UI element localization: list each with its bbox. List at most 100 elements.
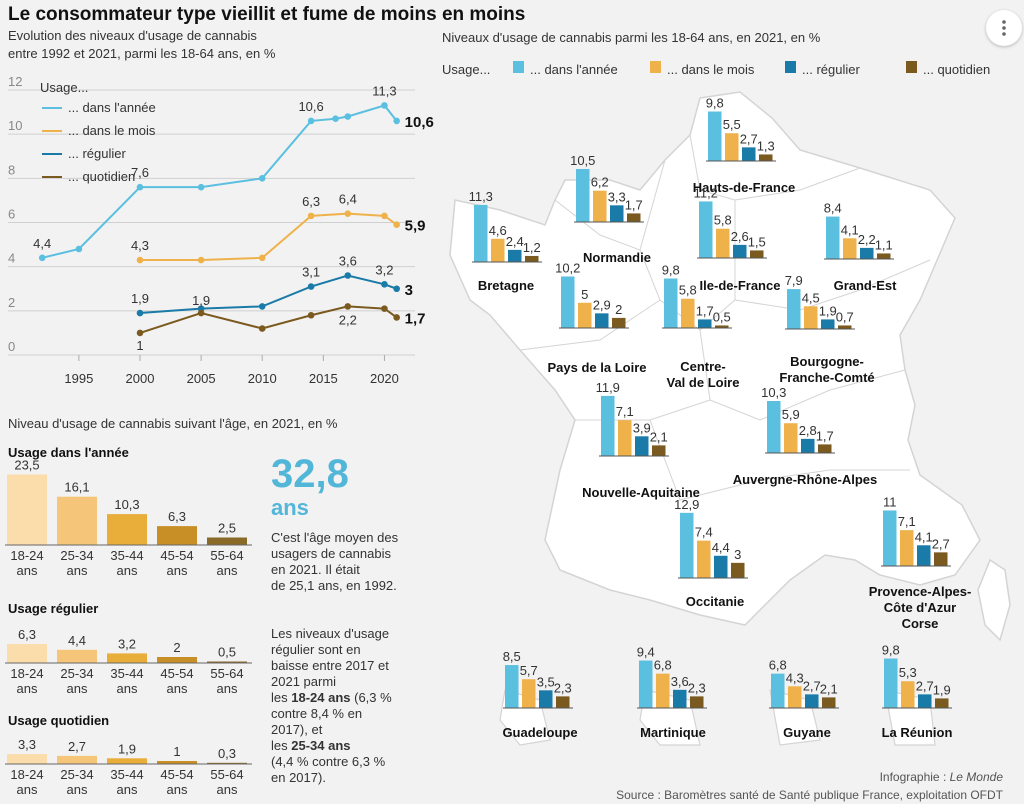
category-label: 35-44 <box>110 767 143 782</box>
bar-value-label: 2,1 <box>650 429 668 444</box>
bar-value-label: 1,7 <box>625 197 643 212</box>
category-label: 25-34 <box>60 666 93 681</box>
category-label: ans <box>67 563 88 578</box>
bar <box>934 552 948 566</box>
bar-value-label: 8,5 <box>503 649 521 664</box>
region-name: Martinique <box>640 725 706 740</box>
category-label: 35-44 <box>110 548 143 563</box>
trend-text: en 2017). <box>271 770 326 785</box>
bar-value-label: 6,8 <box>654 658 672 673</box>
region-bars: 11,3 4,62,41,2 Bretagne <box>469 189 542 293</box>
bar <box>843 238 857 259</box>
category-label: 55-64 <box>210 548 243 563</box>
trend-text-span: (4,4 % contre 6,3 % <box>271 754 386 769</box>
bar <box>917 545 931 566</box>
bar <box>157 761 197 764</box>
bar-value-label: 3,6 <box>671 674 689 689</box>
bar <box>822 697 836 708</box>
data-label: 10,6 <box>298 99 323 114</box>
bar-value-label: 3,3 <box>18 737 36 752</box>
bar <box>699 201 713 258</box>
data-point <box>381 212 388 220</box>
region-name: Ile-de-France <box>700 278 781 293</box>
trend-text-span: (6,3 % <box>351 690 393 705</box>
trend-text: les 25-34 ans <box>271 738 351 753</box>
region-bars: 11,2 5,82,61,5 Ile-de-France <box>694 185 781 293</box>
bar <box>690 696 704 708</box>
trend-text-span: les <box>271 738 291 753</box>
more-options-button[interactable] <box>986 10 1022 46</box>
map-title: Niveaux d'usage de cannabis parmi les 18… <box>442 30 821 45</box>
bar-value-label: 16,1 <box>64 480 89 495</box>
data-point <box>393 285 400 293</box>
x-tick-label: 2010 <box>248 371 277 386</box>
legend-label: ... dans le mois <box>68 123 156 138</box>
region-bars: 7,9 4,51,90,7 Bourgogne-Franche-Comté <box>779 273 874 385</box>
bar-value-label: 23,5 <box>14 458 39 473</box>
page-title: Le consommateur type vieillit et fume de… <box>8 4 525 25</box>
data-point <box>258 325 266 332</box>
corsica-map <box>977 558 1011 642</box>
bar-value-label: 5,8 <box>679 283 697 298</box>
trend-text: 2017), et <box>271 722 323 737</box>
category-label: 45-54 <box>160 666 193 681</box>
bar <box>595 313 609 328</box>
bar-value-label: 7,9 <box>785 273 803 288</box>
region-bars: 8,4 4,12,21,1 Grand-Est <box>824 201 897 293</box>
bar <box>491 238 505 262</box>
region-name: Bretagne <box>478 278 534 293</box>
bar <box>742 147 756 161</box>
region-bars: 11,9 7,13,92,1 Nouvelle-Aquitaine <box>582 380 700 500</box>
data-point <box>344 113 352 120</box>
bar-value-label: 2,3 <box>554 680 572 695</box>
bar <box>771 673 785 708</box>
region-border <box>734 259 931 311</box>
category-label: 35-44 <box>110 666 143 681</box>
bar-value-label: 6,8 <box>769 658 787 673</box>
bar <box>556 696 570 708</box>
bar-value-label: 4,4 <box>68 633 86 648</box>
end-value-label: 1,7 <box>405 310 426 327</box>
legend-swatch <box>650 61 661 73</box>
bar <box>681 298 695 328</box>
map-legend-label: ... dans l'année <box>530 62 618 77</box>
bar <box>818 444 832 453</box>
trend-text-span: les <box>271 690 291 705</box>
bar-value-label: 4,6 <box>489 223 507 238</box>
category-label: ans <box>217 782 238 797</box>
region-bars: 8,55,73,52,3 Guadeloupe <box>502 649 577 740</box>
bar-value-label: 9,8 <box>882 643 900 658</box>
bar <box>759 154 773 161</box>
data-point <box>136 183 144 191</box>
bar <box>207 762 247 764</box>
data-point <box>258 303 266 310</box>
data-label: 6,3 <box>302 194 320 209</box>
trend-text-span: contre 8,4 % en <box>271 706 362 721</box>
bar <box>715 325 729 328</box>
legend-label: ... régulier <box>68 146 126 161</box>
category-label: ans <box>17 782 38 797</box>
bar <box>157 657 197 663</box>
region-name: Bourgogne- <box>790 354 864 369</box>
age-chart-title: Niveau d'usage de cannabis suivant l'âge… <box>8 416 338 431</box>
category-label: ans <box>17 563 38 578</box>
bar-value-label: 7,4 <box>695 525 713 540</box>
age-bar-chart: Usage dans l'année23,516,110,36,32,518-2… <box>5 445 252 797</box>
bar <box>522 679 536 708</box>
age-group-title: Usage quotidien <box>8 713 109 728</box>
bar <box>821 319 835 329</box>
region-name: Auvergne-Rhône-Alpes <box>733 472 877 487</box>
y-tick-label: 2 <box>8 295 15 310</box>
bar-value-label: 9,4 <box>637 645 655 660</box>
bar-value-label: 4,1 <box>915 529 933 544</box>
bar-value-label: 2,9 <box>593 297 611 312</box>
bar <box>157 526 197 545</box>
region-bars: 10,3 5,92,81,7 Auvergne-Rhône-Alpes <box>733 385 877 487</box>
bar-value-label: 11,9 <box>596 380 620 395</box>
map-panel: Usage... ... dans l'année ... dans le mois… <box>442 61 1011 746</box>
category-label: ans <box>217 681 238 696</box>
data-label: 3,1 <box>302 265 320 280</box>
bar-value-label: 2,7 <box>803 678 821 693</box>
bar-value-label: 3,9 <box>633 420 651 435</box>
